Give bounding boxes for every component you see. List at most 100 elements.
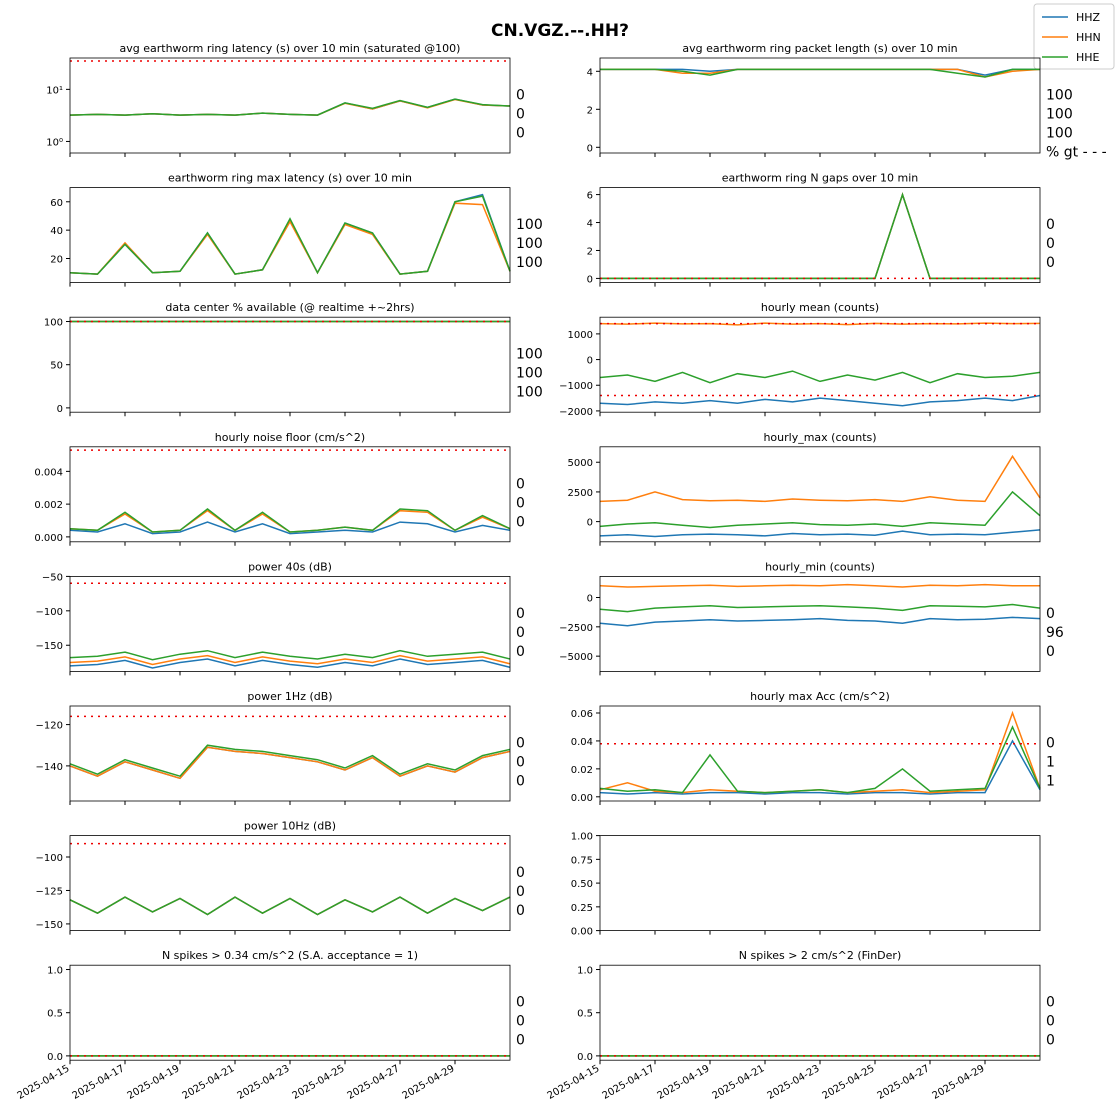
series-line [599,370,1041,384]
series-line [599,454,1041,503]
y-tick-label: 0.5 [47,1009,63,1020]
y-tick-label: 0 [57,404,63,415]
y-tick-label: 4 [587,219,593,230]
y-tick-label: 0 [587,356,593,367]
y-tick-label: −2000 [559,407,593,418]
panel-title: hourly_max (counts) [763,431,876,444]
y-tick-label: −120 [36,721,63,732]
y-tick-label: −1000 [559,381,593,392]
axes-frame [69,576,511,672]
series-line [69,654,511,666]
series-line [599,394,1041,407]
panel-title: hourly noise floor (cm/s^2) [215,431,365,444]
series-line [599,490,1041,529]
series-line [599,603,1041,613]
side-label: 0 [516,884,525,900]
y-tick-label: −150 [36,641,63,652]
axes-frame [599,316,1041,413]
y-tick-label: 0.000 [34,533,63,544]
y-tick-label: 0.00 [571,927,593,938]
side-label: 0 [516,126,525,142]
side-label: 100 [516,255,543,271]
side-label: 0 [516,736,525,752]
axes-frame [599,835,1041,931]
series-line [599,322,1041,326]
side-label: 96 [1046,625,1064,641]
series-line [69,508,511,533]
side-label: 100 [1046,107,1073,123]
panel-title: hourly max Acc (cm/s^2) [750,690,890,703]
y-tick-label: −125 [36,886,63,897]
side-label: 0 [516,774,525,790]
series-line [599,583,1040,588]
y-tick-label: −100 [36,853,63,864]
y-tick-label: 0.0 [47,1052,63,1063]
y-tick-label: 2 [587,105,593,116]
series-line [69,746,511,780]
y-tick-label: 100 [44,318,63,329]
legend-box [1033,3,1115,70]
axes-frame [599,964,1041,1061]
panel-title: N spikes > 2 cm/s^2 (FinDer) [739,949,902,962]
side-label: 100 [1046,88,1073,104]
side-note: % gt - - - [1046,145,1107,161]
side-label: 100 [516,385,543,401]
side-label: 0 [516,644,525,660]
side-label: 0 [516,755,525,771]
series-line [599,725,1041,794]
side-label: 100 [516,217,543,233]
y-tick-label: 4 [587,67,593,78]
axes-frame [69,705,511,802]
y-tick-label: 0.75 [571,855,593,866]
side-label: 0 [1046,1014,1055,1030]
series-line [69,744,511,778]
y-tick-label: 1.0 [577,966,593,977]
y-tick-label: 5000 [568,458,593,469]
panel-title: earthworm ring N gaps over 10 min [722,172,919,185]
panel-title: earthworm ring max latency (s) over 10 m… [168,172,412,185]
side-label: 0 [516,476,525,492]
axes-frame [69,187,511,284]
y-tick-label: 20 [50,254,63,265]
series-line [599,616,1041,627]
side-label: 100 [516,347,543,363]
axes-frame [599,705,1041,802]
y-tick-label: 60 [50,198,63,209]
side-label: 1 [1046,774,1055,790]
side-label: 0 [516,88,525,104]
figure-title: CN.VGZ.--.HH? [491,21,629,41]
series-line [600,192,1040,280]
series-line [69,658,511,669]
series-line [69,521,511,535]
legend-label: HHE [1076,51,1100,64]
series-line [599,739,1041,795]
side-label: 0 [516,1014,525,1030]
legend-label: HHN [1076,31,1101,44]
side-label: 0 [516,514,525,530]
y-tick-label: 50 [50,361,63,372]
y-tick-label: 0 [587,594,593,605]
axes-frame [69,835,511,931]
y-tick-label: −50 [42,572,63,583]
y-tick-label: 1.00 [571,832,593,843]
side-label: 0 [516,625,525,641]
y-tick-label: −140 [36,762,63,773]
y-tick-label: 40 [50,226,63,237]
panel-title: avg earthworm ring latency (s) over 10 m… [120,42,461,55]
panel-title: power 40s (dB) [248,560,332,573]
y-tick-label: 10¹ [46,85,63,96]
panel-title: avg earthworm ring packet length (s) ove… [682,42,957,55]
series-line [69,195,511,275]
panel-title: hourly_min (counts) [765,560,875,573]
side-label: 0 [1046,606,1055,622]
side-label: 0 [516,495,525,511]
y-tick-label: −5000 [559,652,593,663]
panel-title: power 1Hz (dB) [247,690,332,703]
y-tick-label: 0 [587,274,593,285]
panel-title: data center % available (@ realtime +~2h… [165,301,414,314]
axes-frame [599,576,1041,672]
side-label: 0 [516,1033,525,1049]
y-tick-label: 0.004 [34,467,63,478]
axes-frame [69,964,511,1061]
